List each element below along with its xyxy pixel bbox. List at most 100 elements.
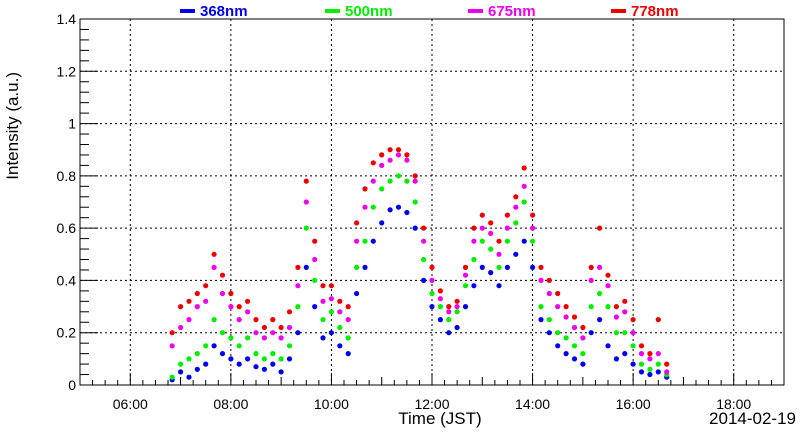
data-point <box>387 207 393 213</box>
data-point <box>186 356 192 362</box>
legend-swatch <box>325 9 340 13</box>
data-point <box>521 199 527 205</box>
data-point <box>236 317 242 323</box>
data-point <box>354 264 360 270</box>
data-point <box>395 204 402 210</box>
data-point <box>630 343 636 349</box>
data-point <box>412 199 418 205</box>
data-point <box>630 361 636 367</box>
grid <box>80 19 784 385</box>
data-point <box>169 374 175 380</box>
data-point <box>228 304 234 310</box>
data-point <box>429 290 435 297</box>
data-point <box>479 225 485 231</box>
legend-label: 368nm <box>200 3 248 20</box>
data-point <box>513 204 519 210</box>
data-point <box>538 277 544 283</box>
data-point <box>312 304 318 310</box>
data-point <box>379 152 385 158</box>
data-point <box>245 356 251 362</box>
data-point <box>194 351 200 357</box>
data-point <box>655 369 661 375</box>
data-point <box>571 314 578 320</box>
data-point <box>379 162 385 168</box>
data-point <box>446 304 452 310</box>
data-point <box>521 165 527 171</box>
data-point <box>286 324 293 331</box>
data-point <box>186 298 192 304</box>
data-point <box>228 335 234 341</box>
data-point <box>219 272 226 278</box>
data-point <box>555 290 561 297</box>
legend-swatch <box>180 9 195 13</box>
data-point <box>270 317 276 323</box>
data-point <box>219 290 226 297</box>
data-point <box>412 178 418 184</box>
data-point <box>178 369 184 375</box>
data-point <box>605 343 611 349</box>
data-point <box>454 309 460 315</box>
data-point <box>328 283 334 289</box>
x-tick-label: 06:00 <box>113 396 148 412</box>
data-point <box>605 283 611 289</box>
data-point <box>538 304 544 310</box>
data-point <box>429 277 435 283</box>
data-point <box>613 304 620 310</box>
data-point <box>203 298 209 304</box>
data-point <box>471 283 477 289</box>
data-point <box>379 220 385 226</box>
data-point <box>253 317 259 323</box>
data-point <box>454 298 460 304</box>
data-point <box>504 264 510 270</box>
data-point <box>320 283 326 289</box>
legend-label: 500nm <box>345 3 393 20</box>
date-label: 2014-02-19 <box>709 409 796 428</box>
data-point <box>278 356 284 362</box>
data-point <box>563 314 569 320</box>
data-point <box>530 225 536 231</box>
data-point <box>194 366 200 372</box>
data-point <box>546 277 552 283</box>
data-point <box>286 356 293 362</box>
x-tick-label: 08:00 <box>213 396 248 412</box>
data-point <box>479 264 485 270</box>
series-675nm <box>169 152 670 375</box>
data-point <box>563 335 569 341</box>
data-point <box>245 309 251 315</box>
data-point <box>488 230 494 236</box>
data-point <box>178 324 184 331</box>
data-point <box>488 270 494 276</box>
data-point <box>203 343 209 349</box>
y-tick-label: 1.2 <box>57 63 77 79</box>
data-point <box>664 369 670 375</box>
data-point <box>605 272 611 278</box>
data-point <box>295 283 301 289</box>
data-point <box>286 309 293 315</box>
data-point <box>370 160 376 166</box>
legend-label: 675nm <box>488 3 536 20</box>
data-point <box>387 157 393 163</box>
x-tick-label: 18:00 <box>716 396 751 412</box>
data-point <box>504 238 510 244</box>
legend-swatch <box>611 9 626 13</box>
data-point <box>320 317 326 323</box>
data-point <box>211 264 217 270</box>
data-point <box>638 351 645 357</box>
axes: 06:00 08:00 10:00 12:00 14:00 16:00 18:00 0 0.2 0… <box>57 11 785 412</box>
data-point <box>488 220 494 226</box>
data-point <box>404 152 410 158</box>
data-point <box>471 225 477 231</box>
data-point <box>580 351 586 357</box>
data-point <box>504 225 510 231</box>
data-point <box>211 317 217 323</box>
data-point <box>345 317 351 323</box>
data-point <box>337 324 343 331</box>
data-point <box>588 264 594 270</box>
data-point <box>328 296 334 302</box>
data-point <box>412 225 418 231</box>
data-point <box>337 309 343 315</box>
data-point <box>253 330 259 336</box>
data-point <box>471 256 477 263</box>
data-point <box>370 204 376 210</box>
